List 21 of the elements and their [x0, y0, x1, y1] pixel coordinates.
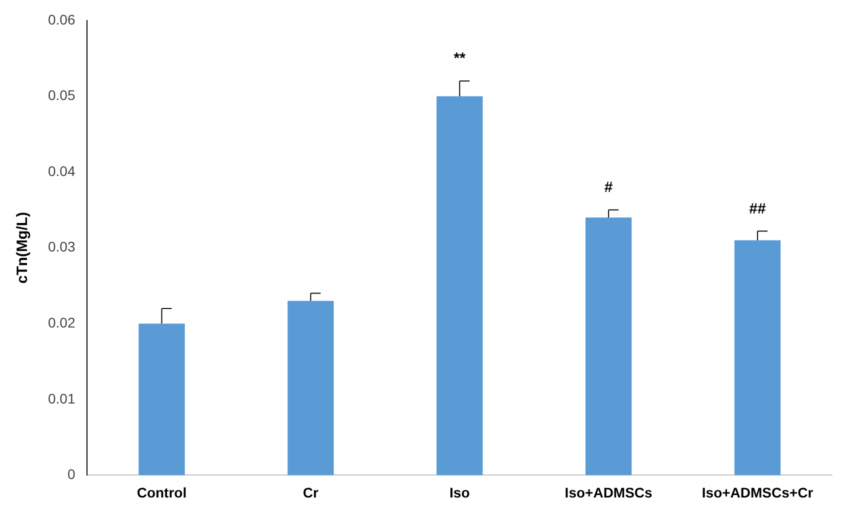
y-tick-label: 0.04 — [48, 162, 76, 179]
bar — [436, 96, 483, 476]
x-tick-label: Cr — [302, 484, 320, 500]
y-tick-label: 0.02 — [48, 314, 76, 330]
x-tick-label: Iso+ADMSCs+Cr — [702, 484, 814, 500]
y-tick-label: 0.03 — [48, 238, 76, 255]
y-axis-title: cTn(Mg/L) — [14, 212, 32, 284]
y-tick-label: 0 — [67, 466, 76, 482]
y-tick-label: 0.06 — [48, 11, 76, 28]
x-tick-label: Control — [136, 484, 187, 500]
bar — [138, 324, 185, 476]
bar — [734, 240, 781, 476]
annotation: ## — [749, 200, 767, 218]
y-tick-label: 0.05 — [48, 87, 76, 104]
y-tick-label: 0.01 — [48, 390, 76, 406]
annotation: ** — [454, 50, 466, 68]
x-tick-label: Iso+ADMSCs — [564, 484, 653, 500]
bar — [288, 300, 334, 476]
x-tick-label: Iso — [450, 484, 470, 500]
bar — [585, 217, 632, 476]
annotation: # — [604, 179, 614, 196]
